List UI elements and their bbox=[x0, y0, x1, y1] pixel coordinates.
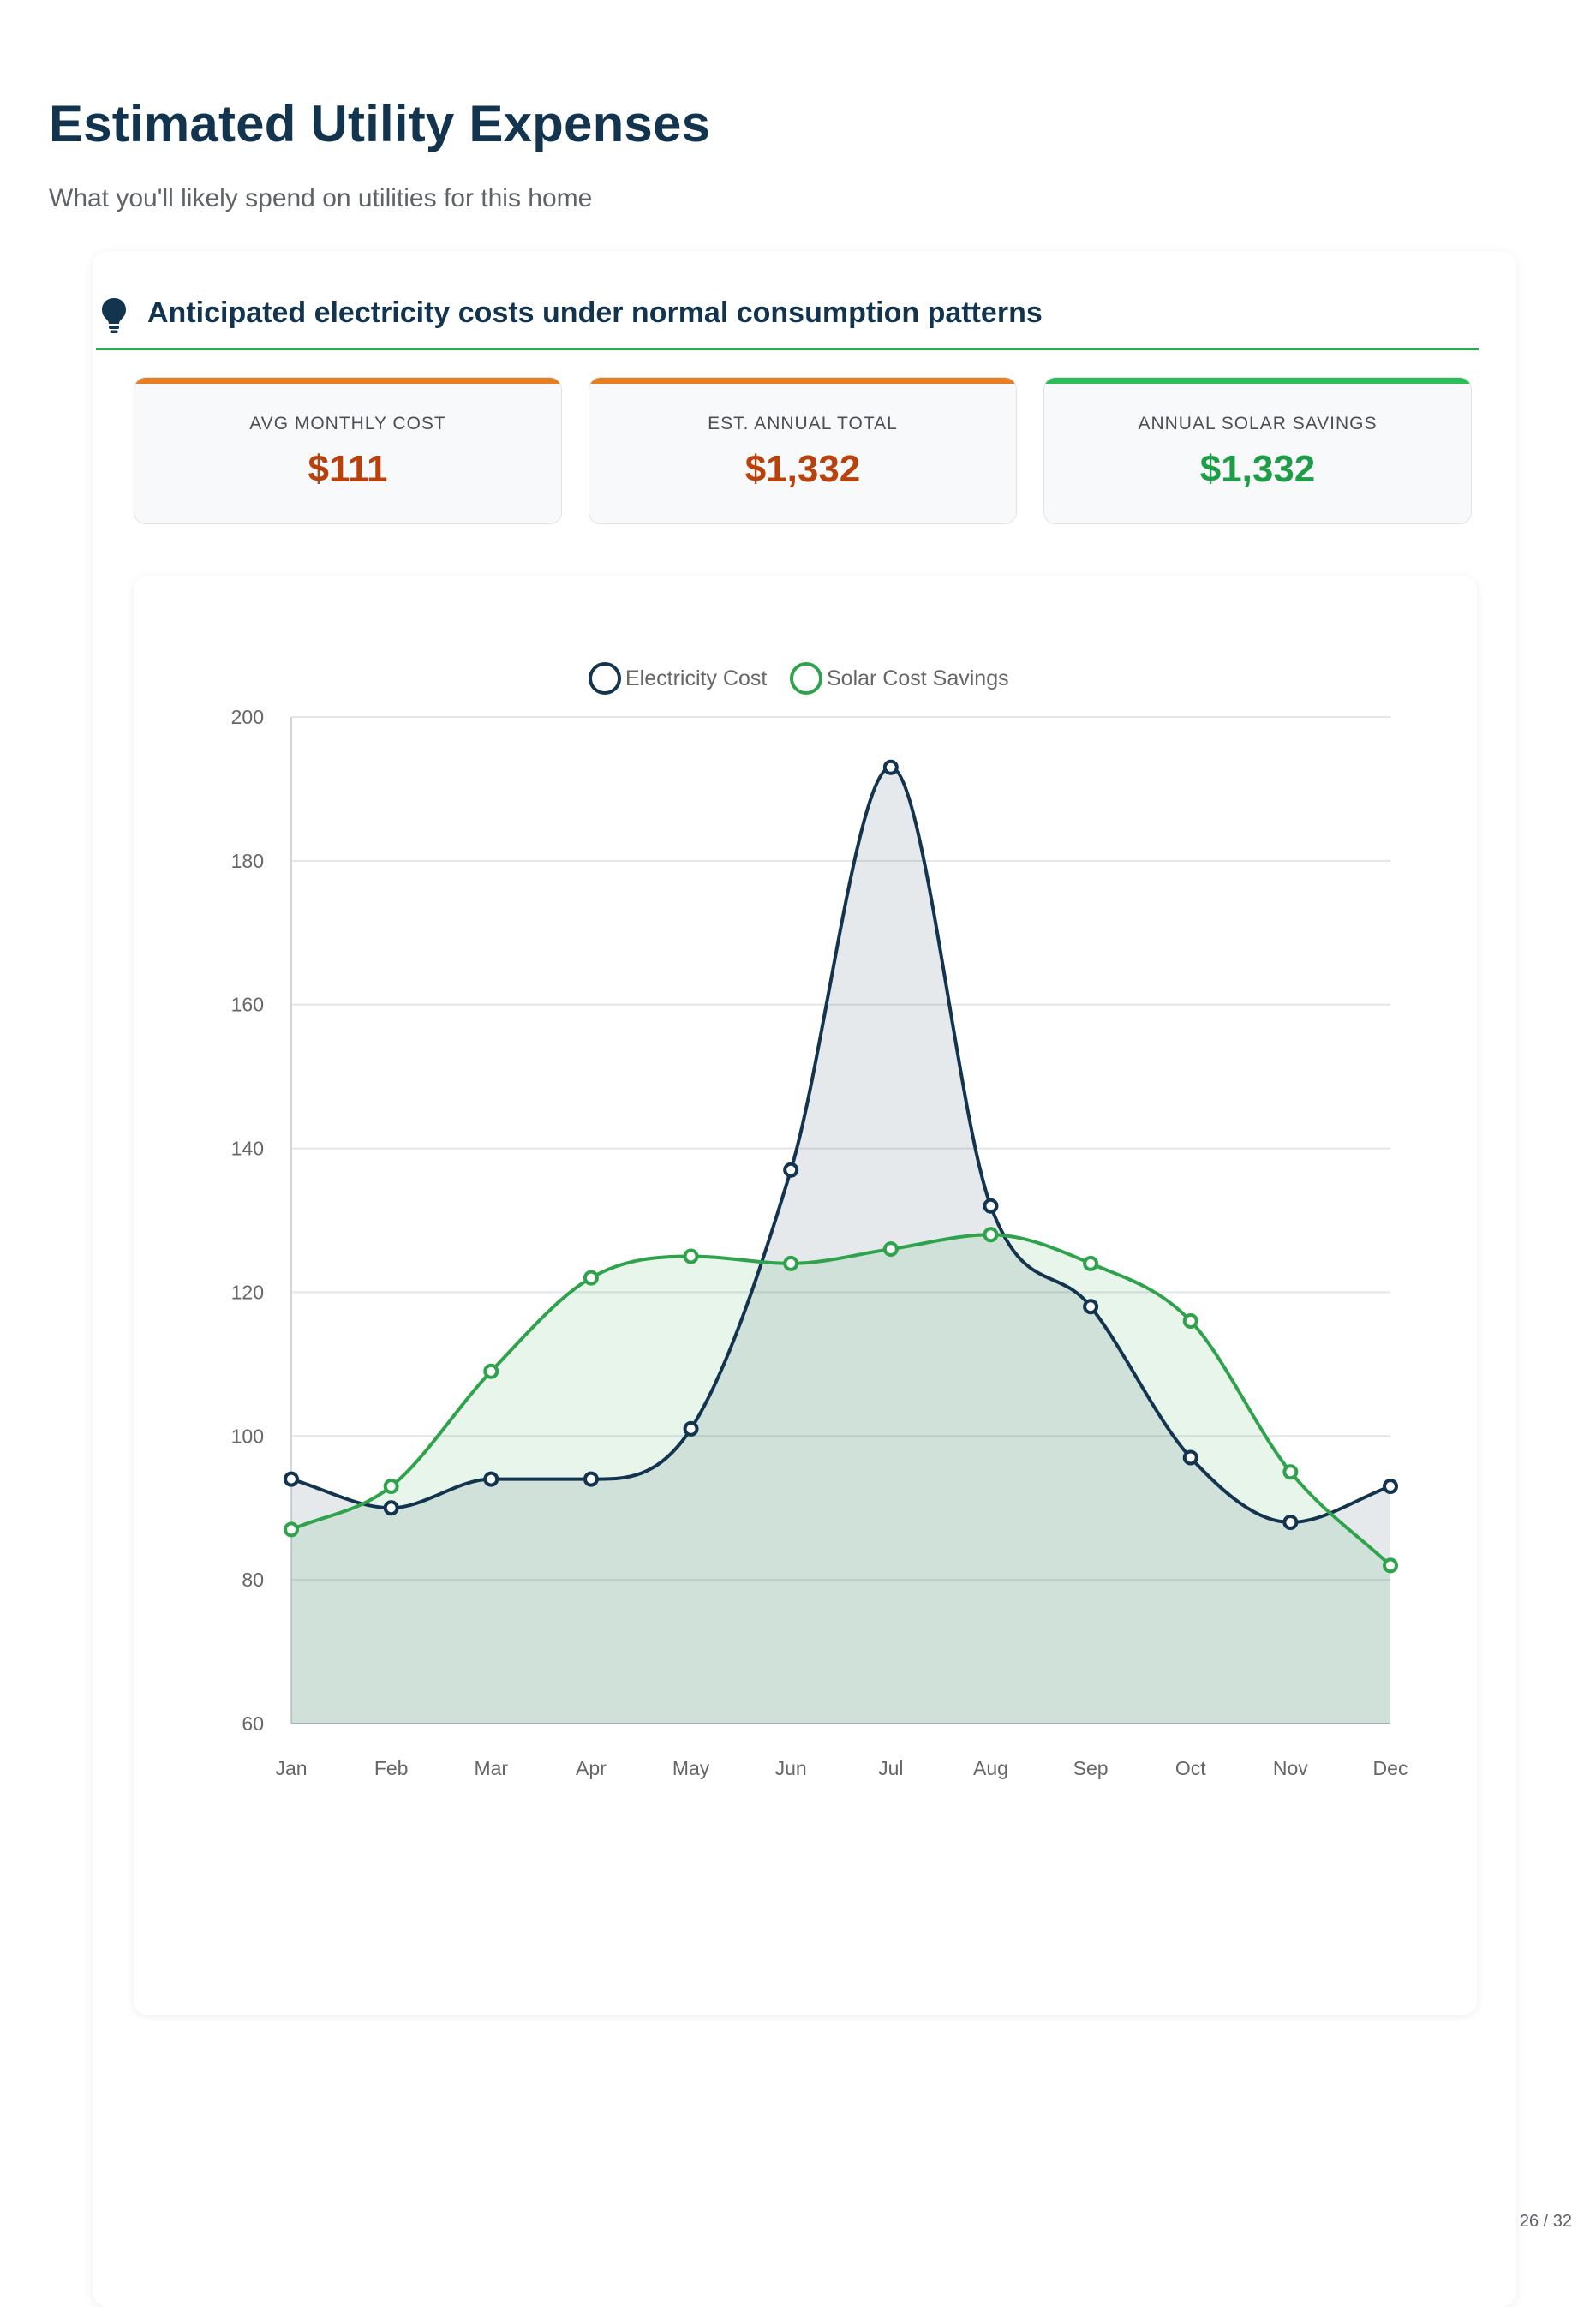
legend-label: Solar Cost Savings bbox=[827, 666, 1009, 690]
stat-value: $1,332 bbox=[744, 448, 861, 490]
page-title: Estimated Utility Expenses bbox=[49, 95, 711, 152]
stat-label: ANNUAL SOLAR SAVINGS bbox=[1138, 414, 1378, 433]
series-area bbox=[291, 767, 1390, 1724]
y-tick-label: 120 bbox=[231, 1281, 264, 1303]
data-point bbox=[583, 1270, 599, 1286]
x-tick-label: Apr bbox=[576, 1757, 607, 1779]
x-tick-label: Jun bbox=[775, 1757, 807, 1779]
x-tick-label: Aug bbox=[973, 1757, 1008, 1779]
stat-label: AVG MONTHLY COST bbox=[249, 414, 446, 433]
y-tick-label: 100 bbox=[231, 1425, 264, 1447]
data-point bbox=[783, 1162, 799, 1178]
x-tick-label: May bbox=[672, 1757, 710, 1779]
lightbulb-icon bbox=[102, 298, 126, 333]
data-point bbox=[1182, 1313, 1198, 1329]
data-point bbox=[1383, 1479, 1398, 1495]
chart-card: 60 80 100 120 140 160 180 200 Jan Feb Mar Apr May Jun… bbox=[134, 576, 1477, 2015]
stat-value: $1,332 bbox=[1199, 448, 1316, 490]
legend-marker bbox=[589, 662, 621, 695]
data-point bbox=[284, 1471, 299, 1487]
y-tick-label: 60 bbox=[242, 1712, 264, 1735]
y-tick-label: 80 bbox=[242, 1569, 264, 1591]
stat-card-solar-savings: ANNUAL SOLAR SAVINGS $1,332 bbox=[1043, 377, 1472, 524]
stat-value: $111 bbox=[308, 448, 388, 490]
x-tick-label: Mar bbox=[474, 1757, 508, 1779]
series-line bbox=[290, 765, 1391, 1525]
legend-marker bbox=[790, 662, 822, 695]
data-point bbox=[683, 1420, 699, 1437]
x-tick-label: Nov bbox=[1273, 1757, 1308, 1779]
stat-accent-bar bbox=[589, 378, 1016, 384]
stat-accent-bar bbox=[134, 378, 561, 384]
x-tick-label: Oct bbox=[1175, 1757, 1206, 1779]
data-point bbox=[1083, 1255, 1099, 1271]
data-point bbox=[483, 1471, 499, 1487]
stat-label: EST. ANNUAL TOTAL bbox=[708, 414, 898, 433]
data-point bbox=[1282, 1515, 1299, 1530]
data-point bbox=[983, 1198, 999, 1214]
line-chart: 60 80 100 120 140 160 180 200 Jan Feb Mar Apr May Jun… bbox=[231, 662, 1408, 1779]
stat-card-annual-total: EST. ANNUAL TOTAL $1,332 bbox=[589, 377, 1017, 524]
y-tick-label: 160 bbox=[231, 994, 264, 1016]
section-header: Anticipated electricity costs under norm… bbox=[96, 291, 1479, 350]
data-point bbox=[683, 1248, 699, 1264]
stat-accent-bar bbox=[1044, 378, 1471, 384]
data-point bbox=[1282, 1464, 1299, 1480]
data-point bbox=[1182, 1449, 1198, 1466]
data-point bbox=[483, 1363, 499, 1379]
series-line bbox=[290, 1233, 1392, 1567]
data-point bbox=[983, 1227, 999, 1243]
data-point bbox=[882, 759, 899, 775]
y-tick-label: 140 bbox=[231, 1138, 264, 1160]
data-point bbox=[882, 1241, 899, 1258]
x-tick-label: Dec bbox=[1373, 1757, 1408, 1779]
y-tick-label: 200 bbox=[231, 706, 264, 728]
data-point bbox=[1383, 1557, 1398, 1574]
data-point bbox=[284, 1521, 299, 1538]
legend-label: Electricity Cost bbox=[625, 666, 767, 690]
section-title: Anticipated electricity costs under norm… bbox=[147, 296, 1043, 329]
y-tick-label: 180 bbox=[231, 850, 264, 872]
data-point bbox=[783, 1255, 799, 1271]
data-point bbox=[383, 1479, 399, 1495]
series-area bbox=[291, 1234, 1390, 1724]
data-point bbox=[583, 1471, 599, 1487]
data-point bbox=[383, 1500, 399, 1516]
data-point bbox=[1083, 1299, 1099, 1315]
x-tick-label: Sep bbox=[1073, 1757, 1109, 1779]
stat-card-avg-monthly-cost: AVG MONTHLY COST $111 bbox=[134, 377, 562, 524]
x-tick-label: Feb bbox=[374, 1757, 409, 1779]
x-tick-label: Jul bbox=[878, 1757, 903, 1779]
page-subtitle: What you'll likely spend on utilities fo… bbox=[49, 184, 593, 212]
x-tick-label: Jan bbox=[275, 1757, 307, 1779]
page-number: 26 / 32 bbox=[1519, 2212, 1572, 2231]
